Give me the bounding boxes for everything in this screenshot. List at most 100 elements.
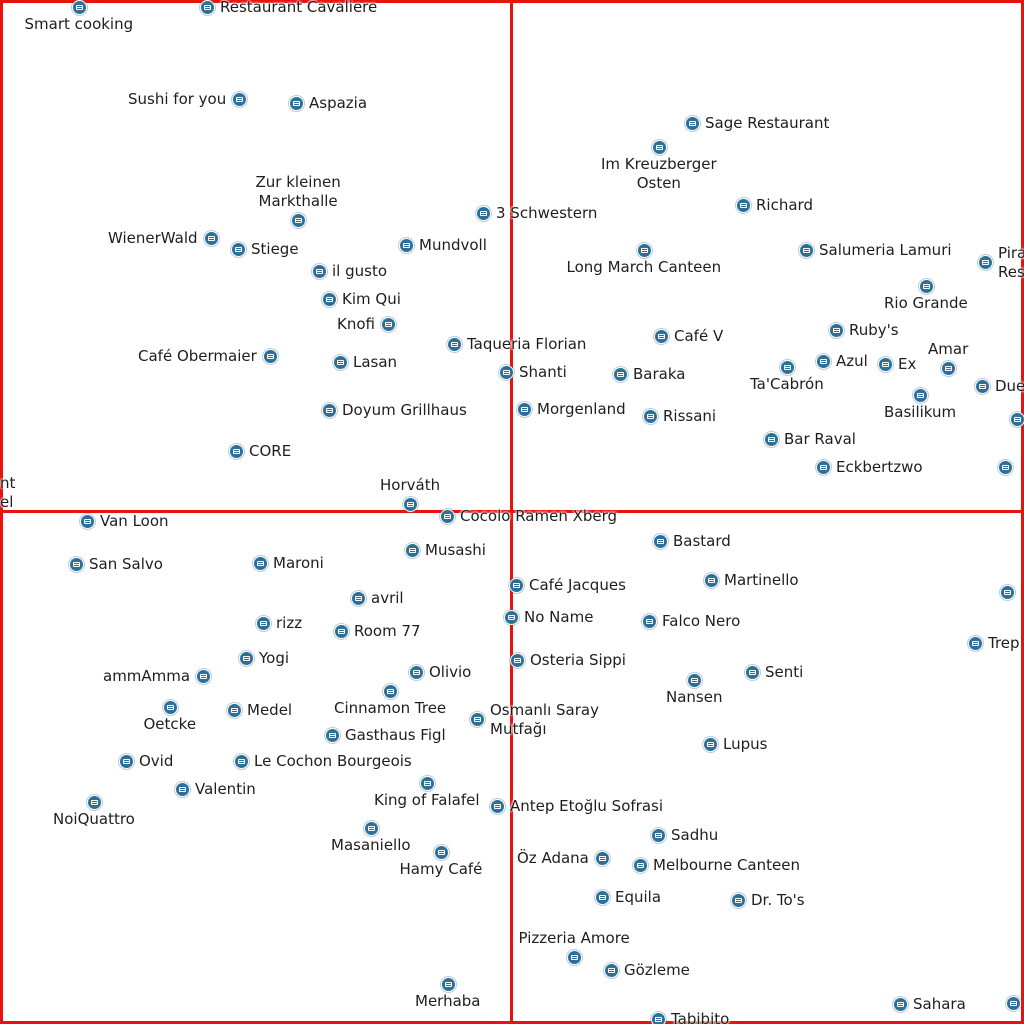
restaurant-label-maroni[interactable]: Maroni (273, 553, 324, 572)
restaurant-icon[interactable] (508, 577, 524, 593)
restaurant-icon[interactable] (503, 609, 519, 625)
restaurant-label-avril[interactable]: avril (371, 588, 404, 607)
restaurant-label-sage-restaurant[interactable]: Sage Restaurant (705, 113, 830, 132)
restaurant-icon[interactable] (642, 408, 658, 424)
restaurant-icon[interactable] (798, 242, 814, 258)
restaurant-icon[interactable] (446, 336, 462, 352)
restaurant-label-ex[interactable]: Ex (898, 354, 917, 373)
restaurant-label-cafe-obermaier[interactable]: Café Obermaier (138, 346, 257, 365)
restaurant-icon[interactable] (382, 683, 398, 699)
restaurant-label-3-schwestern[interactable]: 3 Schwestern (496, 203, 598, 222)
restaurant-label-oz-adana[interactable]: Öz Adana (517, 848, 589, 867)
restaurant-icon[interactable] (350, 590, 366, 606)
restaurant-icon[interactable] (686, 672, 702, 688)
restaurant-icon[interactable] (566, 949, 582, 965)
restaurant-icon[interactable] (892, 996, 908, 1012)
restaurant-icon[interactable] (226, 702, 242, 718)
restaurant-icon[interactable] (877, 356, 893, 372)
restaurant-label-zur-kleinen-markthalle[interactable]: Zur kleinen Markthalle (255, 173, 341, 210)
restaurant-icon[interactable] (815, 353, 831, 369)
restaurant-label-taqueria-florian[interactable]: Taqueria Florian (467, 334, 587, 353)
restaurant-icon[interactable] (321, 291, 337, 307)
restaurant-icon[interactable] (321, 402, 337, 418)
restaurant-icon[interactable] (516, 401, 532, 417)
restaurant-label-cinnamon-tree[interactable]: Cinnamon Tree (334, 699, 447, 717)
restaurant-icon[interactable] (79, 513, 95, 529)
restaurant-icon[interactable] (440, 976, 456, 992)
restaurant-icon[interactable] (380, 316, 396, 332)
restaurant-icon[interactable] (290, 212, 306, 228)
restaurant-label-nansen[interactable]: Nansen (666, 688, 723, 706)
restaurant-label-merhaba[interactable]: Merhaba (415, 992, 481, 1010)
restaurant-icon[interactable] (1009, 411, 1024, 427)
restaurant-icon[interactable] (498, 364, 514, 380)
restaurant-icon[interactable] (1005, 995, 1021, 1011)
restaurant-icon[interactable] (652, 533, 668, 549)
restaurant-label-tabibito[interactable]: Tabibito (671, 1009, 730, 1024)
restaurant-label-richard[interactable]: Richard (756, 195, 813, 214)
restaurant-label-van-loon[interactable]: Van Loon (100, 511, 169, 530)
restaurant-label-masaniello[interactable]: Masaniello (331, 836, 411, 854)
restaurant-label-lupus[interactable]: Lupus (723, 734, 768, 753)
restaurant-label-pizzeria-amore[interactable]: Pizzeria Amore (518, 929, 630, 947)
restaurant-label-cafe-jacques[interactable]: Café Jacques (529, 575, 626, 594)
restaurant-label-aspazia[interactable]: Aspazia (309, 93, 368, 112)
restaurant-icon[interactable] (324, 727, 340, 743)
restaurant-icon[interactable] (730, 892, 746, 908)
restaurant-icon[interactable] (967, 635, 983, 651)
restaurant-label-knofi[interactable]: Knofi (337, 314, 375, 333)
restaurant-icon[interactable] (977, 254, 993, 270)
restaurant-label-rissani[interactable]: Rissani (663, 406, 717, 425)
restaurant-icon[interactable] (940, 360, 956, 376)
restaurant-icon[interactable] (68, 556, 84, 572)
restaurant-label-lasan[interactable]: Lasan (353, 352, 398, 371)
restaurant-icon[interactable] (419, 775, 435, 791)
restaurant-label-dr-to-s[interactable]: Dr. To's (751, 890, 805, 909)
restaurant-icon[interactable] (612, 366, 628, 382)
restaurant-icon[interactable] (174, 781, 190, 797)
restaurant-icon[interactable] (651, 139, 667, 155)
restaurant-icon[interactable] (815, 459, 831, 475)
restaurant-icon[interactable] (262, 348, 278, 364)
restaurant-label-senti[interactable]: Senti (765, 662, 804, 681)
restaurant-label-martinello[interactable]: Martinello (724, 570, 799, 589)
restaurant-label-rizz[interactable]: rizz (276, 613, 303, 632)
restaurant-label-amar[interactable]: Amar (928, 340, 969, 358)
restaurant-label-eckbertzwo[interactable]: Eckbertzwo (836, 457, 923, 476)
restaurant-icon[interactable] (402, 496, 418, 512)
restaurant-label-long-march-canteen[interactable]: Long March Canteen (566, 258, 722, 276)
restaurant-label-equila[interactable]: Equila (615, 887, 662, 906)
restaurant-label-gasthaus-figl[interactable]: Gasthaus Figl (345, 725, 446, 744)
restaurant-icon[interactable] (489, 798, 505, 814)
restaurant-label-gozleme[interactable]: Gözleme (624, 960, 690, 979)
restaurant-label-restaurant-cavaliere[interactable]: Restaurant Cavaliere (220, 0, 378, 16)
restaurant-icon[interactable] (311, 263, 327, 279)
restaurant-label-musashi[interactable]: Musashi (425, 540, 486, 559)
restaurant-icon[interactable] (475, 205, 491, 221)
restaurant-label-cocolo-ramen-xberg[interactable]: Cocolo Ramen Xberg (460, 506, 618, 525)
restaurant-label-smart-cooking[interactable]: Smart cooking (24, 15, 134, 33)
restaurant-label-bastard[interactable]: Bastard (673, 531, 731, 550)
restaurant-label-room-77[interactable]: Room 77 (354, 621, 421, 640)
restaurant-label-im-kreuzberger-osten[interactable]: Im Kreuzberger Osten (601, 155, 717, 192)
restaurant-icon[interactable] (199, 0, 215, 15)
restaurant-icon[interactable] (238, 650, 254, 666)
restaurant-label-baraka[interactable]: Baraka (633, 364, 686, 383)
restaurant-icon[interactable] (252, 555, 268, 571)
restaurant-icon[interactable] (632, 857, 648, 873)
restaurant-icon[interactable] (288, 95, 304, 111)
restaurant-icon[interactable] (912, 387, 928, 403)
restaurant-label-stiege[interactable]: Stiege (251, 239, 299, 258)
restaurant-icon[interactable] (408, 664, 424, 680)
restaurant-label-rio-grande[interactable]: Rio Grande (884, 294, 968, 312)
restaurant-label-trep[interactable]: Trep (988, 633, 1020, 652)
restaurant-icon[interactable] (203, 230, 219, 246)
restaurant-icon[interactable] (650, 827, 666, 843)
restaurant-icon[interactable] (255, 615, 271, 631)
restaurant-icon[interactable] (233, 753, 249, 769)
restaurant-label-osmanl-saray-mutfag[interactable]: Osmanlı Saray Mutfağı (490, 701, 599, 738)
restaurant-icon[interactable] (997, 459, 1013, 475)
restaurant-label-pira-res[interactable]: Pira Res (998, 244, 1024, 281)
restaurant-icon[interactable] (363, 820, 379, 836)
restaurant-icon[interactable] (763, 431, 779, 447)
